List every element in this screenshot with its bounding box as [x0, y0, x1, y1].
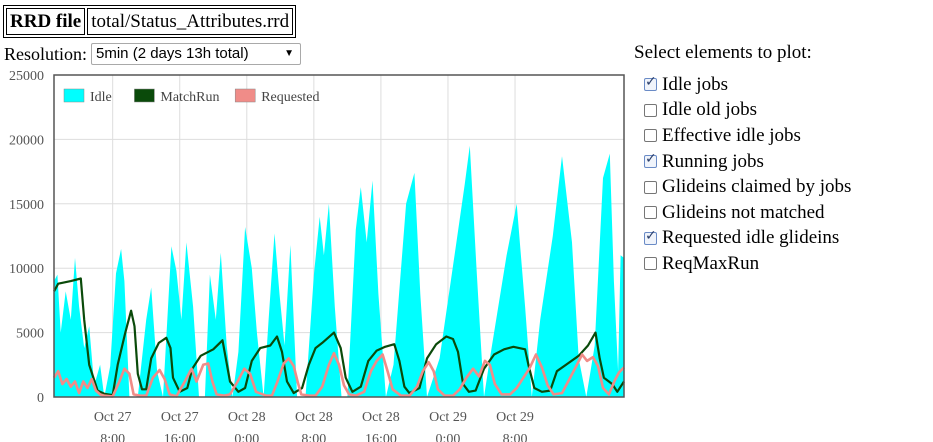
resolution-row: Resolution: 5min (2 days 13h total) ▼	[4, 43, 302, 65]
legend-swatch	[234, 88, 256, 103]
series-idle-area	[54, 145, 624, 397]
x-tick-label: 8:00	[503, 432, 528, 442]
plot-option[interactable]: Requested idle glideins	[644, 226, 851, 252]
x-tick-label: 0:00	[436, 432, 461, 442]
plot-option[interactable]: Idle jobs	[644, 72, 851, 98]
chart-frame	[53, 74, 625, 398]
rrd-file-label: RRD file	[6, 8, 86, 35]
series-requested-line	[52, 351, 625, 398]
legend-label: Idle	[90, 90, 112, 105]
y-tick-label: 10000	[9, 262, 44, 277]
series-matchrun-line	[53, 277, 625, 397]
x-tick-label: Oct 29	[429, 410, 467, 425]
x-tick-label: Oct 27	[161, 410, 199, 425]
x-tick-label: Oct 29	[496, 410, 534, 425]
plot-option-checkbox[interactable]	[644, 129, 657, 143]
plot-option-label: Idle jobs	[662, 73, 728, 95]
resolution-label: Resolution:	[4, 44, 88, 64]
x-tick-label: 8:00	[301, 432, 326, 442]
y-tick-label: 25000	[9, 69, 44, 84]
panel-title: Select elements to plot:	[634, 42, 812, 63]
y-tick-label: 20000	[9, 133, 44, 148]
plot-option[interactable]: Glideins claimed by jobs	[644, 174, 851, 200]
resolution-select[interactable]: 5min (2 days 13h total) ▼	[91, 43, 302, 65]
plot-option-checkbox[interactable]	[644, 151, 657, 169]
plot-elements-panel: Select elements to plot: Idle jobs Idle o…	[634, 42, 851, 277]
plot-option-checkbox[interactable]	[644, 74, 657, 92]
plot-option-label: Running jobs	[662, 150, 764, 172]
y-tick-label: 15000	[9, 198, 44, 213]
plot-option-label: ReqMaxRun	[662, 252, 760, 274]
plot-option-checkbox[interactable]	[644, 228, 657, 245]
plot-option-label: Glideins claimed by jobs	[662, 176, 852, 198]
plot-option[interactable]: ReqMaxRun	[644, 251, 851, 277]
chart-plot-area	[52, 145, 625, 398]
plot-option-checkbox[interactable]	[644, 180, 657, 194]
y-tick-label: 0	[37, 391, 44, 406]
legend-swatch	[63, 88, 85, 103]
plot-option-checkbox[interactable]	[644, 206, 657, 220]
plot-option-checkbox[interactable]	[644, 103, 657, 117]
x-tick-label: 16:00	[365, 432, 397, 442]
plot-option-label: Glideins not matched	[662, 201, 825, 223]
chart-legend: Idle MatchRun Requested	[63, 88, 320, 105]
legend-swatch	[134, 88, 155, 103]
y-axis: 0 5000 10000 15000 20000 25000	[9, 69, 44, 406]
x-axis: Oct 27 8:00 Oct 27 16:00 Oct 28 0:00 Oct 28 8:0…	[94, 410, 534, 442]
plot-option[interactable]: Glideins not matched	[644, 200, 851, 226]
plot-options-list: Idle jobs Idle old jobs Effective idle job…	[634, 72, 851, 277]
x-tick-label: Oct 28	[295, 410, 333, 425]
x-tick-label: Oct 28	[228, 410, 266, 425]
y-tick-label: 5000	[16, 327, 44, 342]
resolution-selected-value: 5min (2 days 13h total)	[96, 45, 249, 62]
x-tick-label: Oct 28	[362, 410, 400, 425]
legend-label: Requested	[261, 90, 319, 105]
plot-option-label: Effective idle jobs	[662, 124, 801, 146]
plot-option-checkbox[interactable]	[644, 257, 657, 271]
x-tick-label: Oct 27	[94, 410, 132, 425]
file-selector: RRD file total/Status_Attributes.rrd	[3, 5, 297, 38]
chevron-down-icon: ▼	[284, 48, 295, 59]
plot-option[interactable]: Idle old jobs	[644, 98, 851, 124]
plot-option-label: Idle old jobs	[662, 99, 757, 121]
plot-option-label: Requested idle glideins	[662, 227, 840, 249]
plot-option[interactable]: Effective idle jobs	[644, 123, 851, 149]
legend-label: MatchRun	[160, 90, 219, 105]
x-tick-label: 16:00	[164, 432, 196, 442]
x-tick-label: 8:00	[100, 432, 125, 442]
plot-option[interactable]: Running jobs	[644, 149, 851, 175]
x-tick-label: 0:00	[234, 432, 259, 442]
rrd-file-path[interactable]: total/Status_Attributes.rrd	[87, 8, 294, 35]
